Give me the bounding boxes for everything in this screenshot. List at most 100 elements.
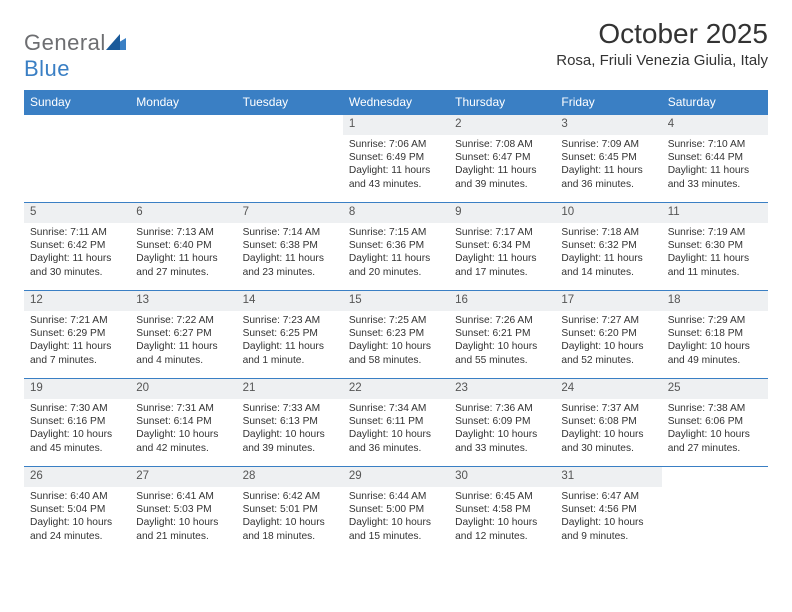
- day-content: Sunrise: 6:45 AMSunset: 4:58 PMDaylight:…: [455, 490, 549, 544]
- day-content: Sunrise: 7:27 AMSunset: 6:20 PMDaylight:…: [561, 314, 655, 368]
- daylight-text: Daylight: 11 hours and 30 minutes.: [30, 252, 124, 279]
- day-number: 7: [243, 206, 249, 218]
- day-content-cell: Sunrise: 7:38 AMSunset: 6:06 PMDaylight:…: [662, 399, 768, 467]
- day-content: Sunrise: 7:18 AMSunset: 6:32 PMDaylight:…: [561, 226, 655, 280]
- day-number-cell: 27: [130, 467, 236, 487]
- day-number-cell: 24: [555, 379, 661, 399]
- sunset-text: Sunset: 6:36 PM: [349, 239, 443, 252]
- content-row: Sunrise: 7:06 AMSunset: 6:49 PMDaylight:…: [24, 135, 768, 203]
- sunset-text: Sunset: 5:04 PM: [30, 503, 124, 516]
- day-content: Sunrise: 7:13 AMSunset: 6:40 PMDaylight:…: [136, 226, 230, 280]
- day-content: Sunrise: 7:08 AMSunset: 6:47 PMDaylight:…: [455, 138, 549, 192]
- logo-text-general: General: [24, 30, 106, 55]
- weekday-header: Wednesday: [343, 90, 449, 115]
- day-number-cell: 16: [449, 291, 555, 311]
- day-content-cell: Sunrise: 6:47 AMSunset: 4:56 PMDaylight:…: [555, 487, 661, 555]
- sunrise-text: Sunrise: 7:22 AM: [136, 314, 230, 327]
- sunrise-text: Sunrise: 7:38 AM: [668, 402, 762, 415]
- day-number: 16: [455, 294, 468, 306]
- day-content: Sunrise: 7:09 AMSunset: 6:45 PMDaylight:…: [561, 138, 655, 192]
- day-content: Sunrise: 7:29 AMSunset: 6:18 PMDaylight:…: [668, 314, 762, 368]
- sunset-text: Sunset: 6:42 PM: [30, 239, 124, 252]
- sunset-text: Sunset: 6:16 PM: [30, 415, 124, 428]
- day-number-cell: 7: [237, 203, 343, 223]
- daylight-text: Daylight: 10 hours and 30 minutes.: [561, 428, 655, 455]
- sunset-text: Sunset: 6:23 PM: [349, 327, 443, 340]
- day-content: Sunrise: 7:10 AMSunset: 6:44 PMDaylight:…: [668, 138, 762, 192]
- daylight-text: Daylight: 10 hours and 27 minutes.: [668, 428, 762, 455]
- day-number: 23: [455, 382, 468, 394]
- sunrise-text: Sunrise: 7:34 AM: [349, 402, 443, 415]
- day-content: Sunrise: 6:42 AMSunset: 5:01 PMDaylight:…: [243, 490, 337, 544]
- sunrise-text: Sunrise: 7:06 AM: [349, 138, 443, 151]
- daylight-text: Daylight: 10 hours and 18 minutes.: [243, 516, 337, 543]
- day-content-cell: Sunrise: 7:14 AMSunset: 6:38 PMDaylight:…: [237, 223, 343, 291]
- sunrise-text: Sunrise: 7:17 AM: [455, 226, 549, 239]
- day-content-cell: Sunrise: 7:19 AMSunset: 6:30 PMDaylight:…: [662, 223, 768, 291]
- sunrise-text: Sunrise: 6:47 AM: [561, 490, 655, 503]
- daylight-text: Daylight: 10 hours and 58 minutes.: [349, 340, 443, 367]
- sunset-text: Sunset: 6:29 PM: [30, 327, 124, 340]
- sunset-text: Sunset: 5:03 PM: [136, 503, 230, 516]
- sunset-text: Sunset: 6:32 PM: [561, 239, 655, 252]
- day-content-cell: Sunrise: 7:13 AMSunset: 6:40 PMDaylight:…: [130, 223, 236, 291]
- day-number-cell: [237, 115, 343, 135]
- day-content: Sunrise: 7:17 AMSunset: 6:34 PMDaylight:…: [455, 226, 549, 280]
- day-number: 28: [243, 470, 256, 482]
- day-content: Sunrise: 7:19 AMSunset: 6:30 PMDaylight:…: [668, 226, 762, 280]
- day-content-cell: Sunrise: 7:17 AMSunset: 6:34 PMDaylight:…: [449, 223, 555, 291]
- day-number: 8: [349, 206, 355, 218]
- day-number-cell: 26: [24, 467, 130, 487]
- day-number-cell: 12: [24, 291, 130, 311]
- day-number-cell: 21: [237, 379, 343, 399]
- day-content: Sunrise: 7:25 AMSunset: 6:23 PMDaylight:…: [349, 314, 443, 368]
- day-number: 20: [136, 382, 149, 394]
- daylight-text: Daylight: 11 hours and 23 minutes.: [243, 252, 337, 279]
- day-content-cell: Sunrise: 6:45 AMSunset: 4:58 PMDaylight:…: [449, 487, 555, 555]
- sunrise-text: Sunrise: 7:10 AM: [668, 138, 762, 151]
- sunrise-text: Sunrise: 7:18 AM: [561, 226, 655, 239]
- day-number: 13: [136, 294, 149, 306]
- day-number: 12: [30, 294, 43, 306]
- daylight-text: Daylight: 11 hours and 1 minute.: [243, 340, 337, 367]
- day-content: Sunrise: 7:23 AMSunset: 6:25 PMDaylight:…: [243, 314, 337, 368]
- month-title: October 2025: [556, 18, 768, 50]
- day-content: Sunrise: 7:21 AMSunset: 6:29 PMDaylight:…: [30, 314, 124, 368]
- day-content: Sunrise: 7:36 AMSunset: 6:09 PMDaylight:…: [455, 402, 549, 456]
- sunset-text: Sunset: 6:45 PM: [561, 151, 655, 164]
- sunrise-text: Sunrise: 7:30 AM: [30, 402, 124, 415]
- sunset-text: Sunset: 6:08 PM: [561, 415, 655, 428]
- daylight-text: Daylight: 11 hours and 43 minutes.: [349, 164, 443, 191]
- daylight-text: Daylight: 11 hours and 14 minutes.: [561, 252, 655, 279]
- daylight-text: Daylight: 11 hours and 7 minutes.: [30, 340, 124, 367]
- logo-text-blue: Blue: [24, 56, 70, 81]
- sunset-text: Sunset: 5:01 PM: [243, 503, 337, 516]
- day-number-cell: 22: [343, 379, 449, 399]
- day-number-cell: 13: [130, 291, 236, 311]
- day-content: Sunrise: 7:22 AMSunset: 6:27 PMDaylight:…: [136, 314, 230, 368]
- day-number-cell: [130, 115, 236, 135]
- day-number-cell: 25: [662, 379, 768, 399]
- day-content-cell: Sunrise: 6:42 AMSunset: 5:01 PMDaylight:…: [237, 487, 343, 555]
- daylight-text: Daylight: 11 hours and 20 minutes.: [349, 252, 443, 279]
- day-content-cell: Sunrise: 7:29 AMSunset: 6:18 PMDaylight:…: [662, 311, 768, 379]
- sunset-text: Sunset: 6:06 PM: [668, 415, 762, 428]
- sunset-text: Sunset: 6:34 PM: [455, 239, 549, 252]
- day-number-cell: 20: [130, 379, 236, 399]
- day-content-cell: Sunrise: 7:06 AMSunset: 6:49 PMDaylight:…: [343, 135, 449, 203]
- day-content: Sunrise: 7:06 AMSunset: 6:49 PMDaylight:…: [349, 138, 443, 192]
- day-number: 14: [243, 294, 256, 306]
- day-number-cell: 19: [24, 379, 130, 399]
- daylight-text: Daylight: 11 hours and 11 minutes.: [668, 252, 762, 279]
- sunset-text: Sunset: 4:58 PM: [455, 503, 549, 516]
- daynum-row: 12131415161718: [24, 291, 768, 311]
- sunrise-text: Sunrise: 7:23 AM: [243, 314, 337, 327]
- daynum-row: 1234: [24, 115, 768, 135]
- content-row: Sunrise: 7:21 AMSunset: 6:29 PMDaylight:…: [24, 311, 768, 379]
- daylight-text: Daylight: 11 hours and 39 minutes.: [455, 164, 549, 191]
- header: GeneralBlue October 2025 Rosa, Friuli Ve…: [24, 18, 768, 82]
- day-number: 1: [349, 118, 355, 130]
- daylight-text: Daylight: 10 hours and 52 minutes.: [561, 340, 655, 367]
- day-content-cell: Sunrise: 6:41 AMSunset: 5:03 PMDaylight:…: [130, 487, 236, 555]
- sunset-text: Sunset: 6:13 PM: [243, 415, 337, 428]
